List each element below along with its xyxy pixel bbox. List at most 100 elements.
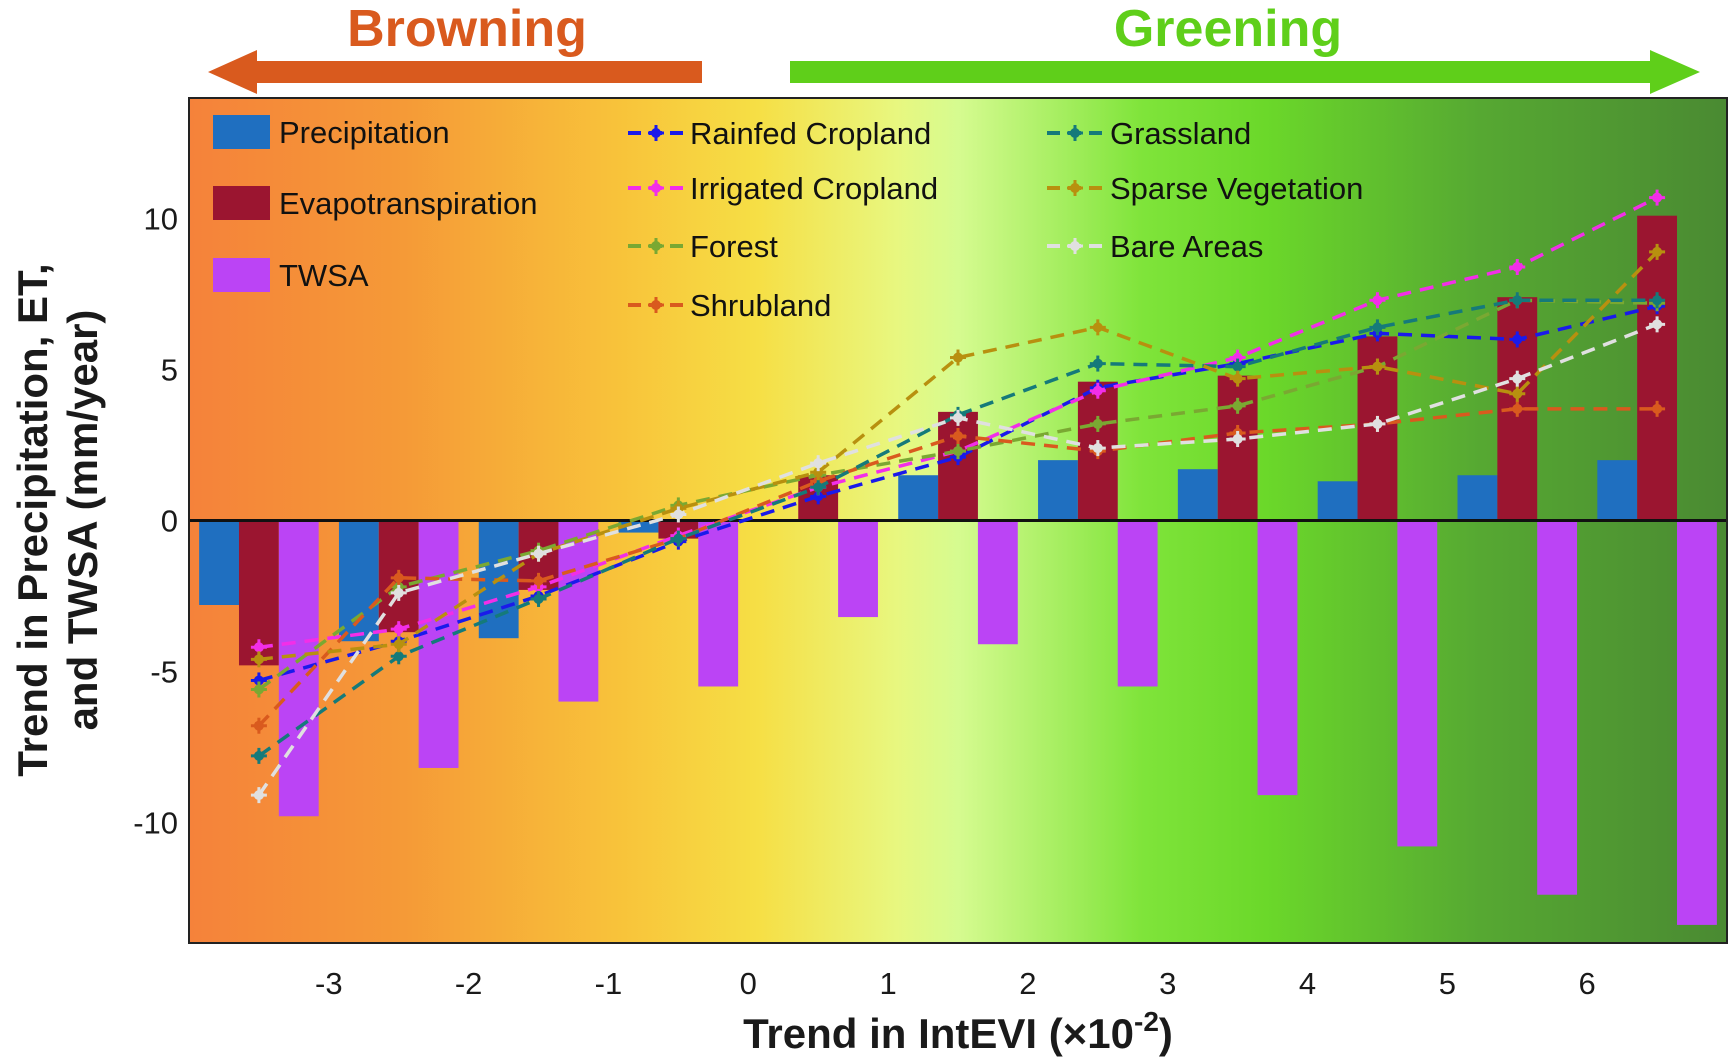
y-axis-title-line1: Trend in Precipitation, ET,: [9, 263, 56, 776]
bar-precipitation: [1038, 460, 1078, 521]
bar-precipitation: [898, 475, 939, 521]
point-shrubland: [530, 572, 547, 589]
y-tick-label: -10: [133, 805, 178, 840]
point-grassland: [1649, 292, 1666, 309]
point-bare-areas: [1369, 415, 1386, 432]
legend-label: Sparse Vegetation: [1110, 171, 1363, 206]
point-irrigated-cropland: [1229, 349, 1246, 366]
point-sparse-vegetation: [1649, 243, 1666, 260]
point-irrigated-cropland: [1649, 189, 1666, 206]
line-rainfed-cropland: [258, 304, 1658, 683]
x-tick-label: 4: [1299, 966, 1316, 1001]
legend-item: Evapotranspiration: [213, 186, 538, 221]
browning-banner: Browning: [208, 0, 702, 94]
x-tick-label: 6: [1579, 966, 1596, 1001]
bar-evapotranspiration: [1217, 375, 1258, 521]
legend-label: Grassland: [1110, 116, 1251, 151]
legend: Precipitation Evapotranspiration TWSA Rainf…: [213, 115, 1363, 323]
point-irrigated-cropland: [1369, 292, 1386, 309]
legend-item: Irrigated Cropland: [628, 171, 938, 206]
lines-layer: [250, 189, 1666, 804]
point-grassland: [1229, 358, 1246, 375]
bar-precipitation: [338, 520, 379, 642]
legend-item: Rainfed Cropland: [628, 116, 931, 151]
y-tick-label: 0: [161, 504, 178, 539]
point-bare-areas: [950, 409, 966, 426]
legend-swatch: [213, 186, 270, 220]
legend-item: Precipitation: [213, 115, 450, 150]
plot-frame: [188, 97, 1728, 944]
line-irrigated-cropland: [258, 196, 1658, 649]
point-grassland: [1369, 319, 1386, 336]
point-irrigated-cropland: [390, 621, 407, 638]
bar-precipitation: [199, 520, 239, 605]
point-sparse-vegetation: [1089, 319, 1106, 336]
point-shrubland: [950, 428, 966, 444]
point-bare-areas: [670, 506, 687, 523]
point-bare-areas: [1229, 431, 1246, 448]
point-grassland: [530, 590, 547, 607]
legend-swatch: [213, 115, 270, 149]
legend-item: Grassland: [1047, 116, 1251, 151]
legend-label: Forest: [690, 229, 778, 264]
legend-label: Evapotranspiration: [279, 186, 538, 221]
point-grassland: [1089, 355, 1106, 372]
x-tick-label: 2: [1019, 966, 1036, 1001]
point-bare-areas: [390, 584, 407, 601]
point-sparse-vegetation: [1369, 358, 1386, 375]
greening-label: Greening: [1114, 0, 1342, 58]
bar-twsa: [558, 520, 599, 702]
x-tick-label: 5: [1439, 966, 1456, 1001]
y-tick-label: 5: [161, 353, 178, 388]
bar-twsa: [698, 520, 739, 687]
browning-label: Browning: [347, 0, 587, 58]
x-tick-label: 0: [740, 966, 757, 1001]
point-forest: [1089, 415, 1106, 432]
x-tick-label: -1: [595, 966, 623, 1001]
x-tick-label: 3: [1159, 966, 1176, 1001]
y-axis-title-line2: and TWSA (mm/year): [59, 310, 106, 731]
y-tick-label: 10: [144, 202, 178, 237]
point-sparse-vegetation: [1229, 370, 1246, 387]
x-tick-label: -2: [455, 966, 483, 1001]
point-bare-areas: [1509, 370, 1526, 387]
bar-twsa: [977, 520, 1018, 645]
legend-item: TWSA: [213, 258, 369, 293]
point-shrubland: [250, 717, 267, 734]
legend-label: Shrubland: [690, 288, 831, 323]
point-bare-areas: [530, 545, 547, 562]
point-bare-areas: [1089, 440, 1106, 457]
point-sparse-vegetation: [1509, 385, 1526, 402]
bar-twsa: [1117, 520, 1158, 687]
point-shrubland: [390, 569, 407, 586]
point-grassland: [670, 530, 687, 547]
point-sparse-vegetation: [950, 349, 966, 366]
bar-twsa: [1537, 520, 1578, 895]
point-bare-areas: [250, 787, 267, 804]
bar-twsa: [1397, 520, 1438, 847]
point-sparse-vegetation: [390, 636, 407, 653]
bar-twsa: [418, 520, 459, 768]
point-shrubland: [1509, 400, 1526, 417]
legend-item: Bare Areas: [1047, 229, 1263, 264]
x-tick-label: -3: [315, 966, 343, 1001]
point-grassland: [1509, 292, 1526, 309]
point-bare-areas: [1649, 316, 1666, 333]
bar-twsa: [1677, 520, 1717, 925]
bar-precipitation: [1457, 475, 1498, 521]
point-sparse-vegetation: [250, 651, 267, 668]
x-axis-title: Trend in IntEVI (×10-2): [743, 1006, 1173, 1057]
point-bare-areas: [810, 455, 827, 472]
y-tick-label: -5: [150, 654, 178, 689]
legend-label: Bare Areas: [1110, 229, 1263, 264]
bar-twsa: [1257, 520, 1298, 796]
greening-banner: Greening: [790, 0, 1700, 94]
legend-label: Irrigated Cropland: [690, 171, 938, 206]
point-rainfed-cropland: [1509, 331, 1526, 348]
bar-twsa: [838, 520, 878, 618]
x-tick-label: 1: [879, 966, 896, 1001]
point-forest: [250, 681, 267, 698]
point-grassland: [810, 479, 827, 496]
